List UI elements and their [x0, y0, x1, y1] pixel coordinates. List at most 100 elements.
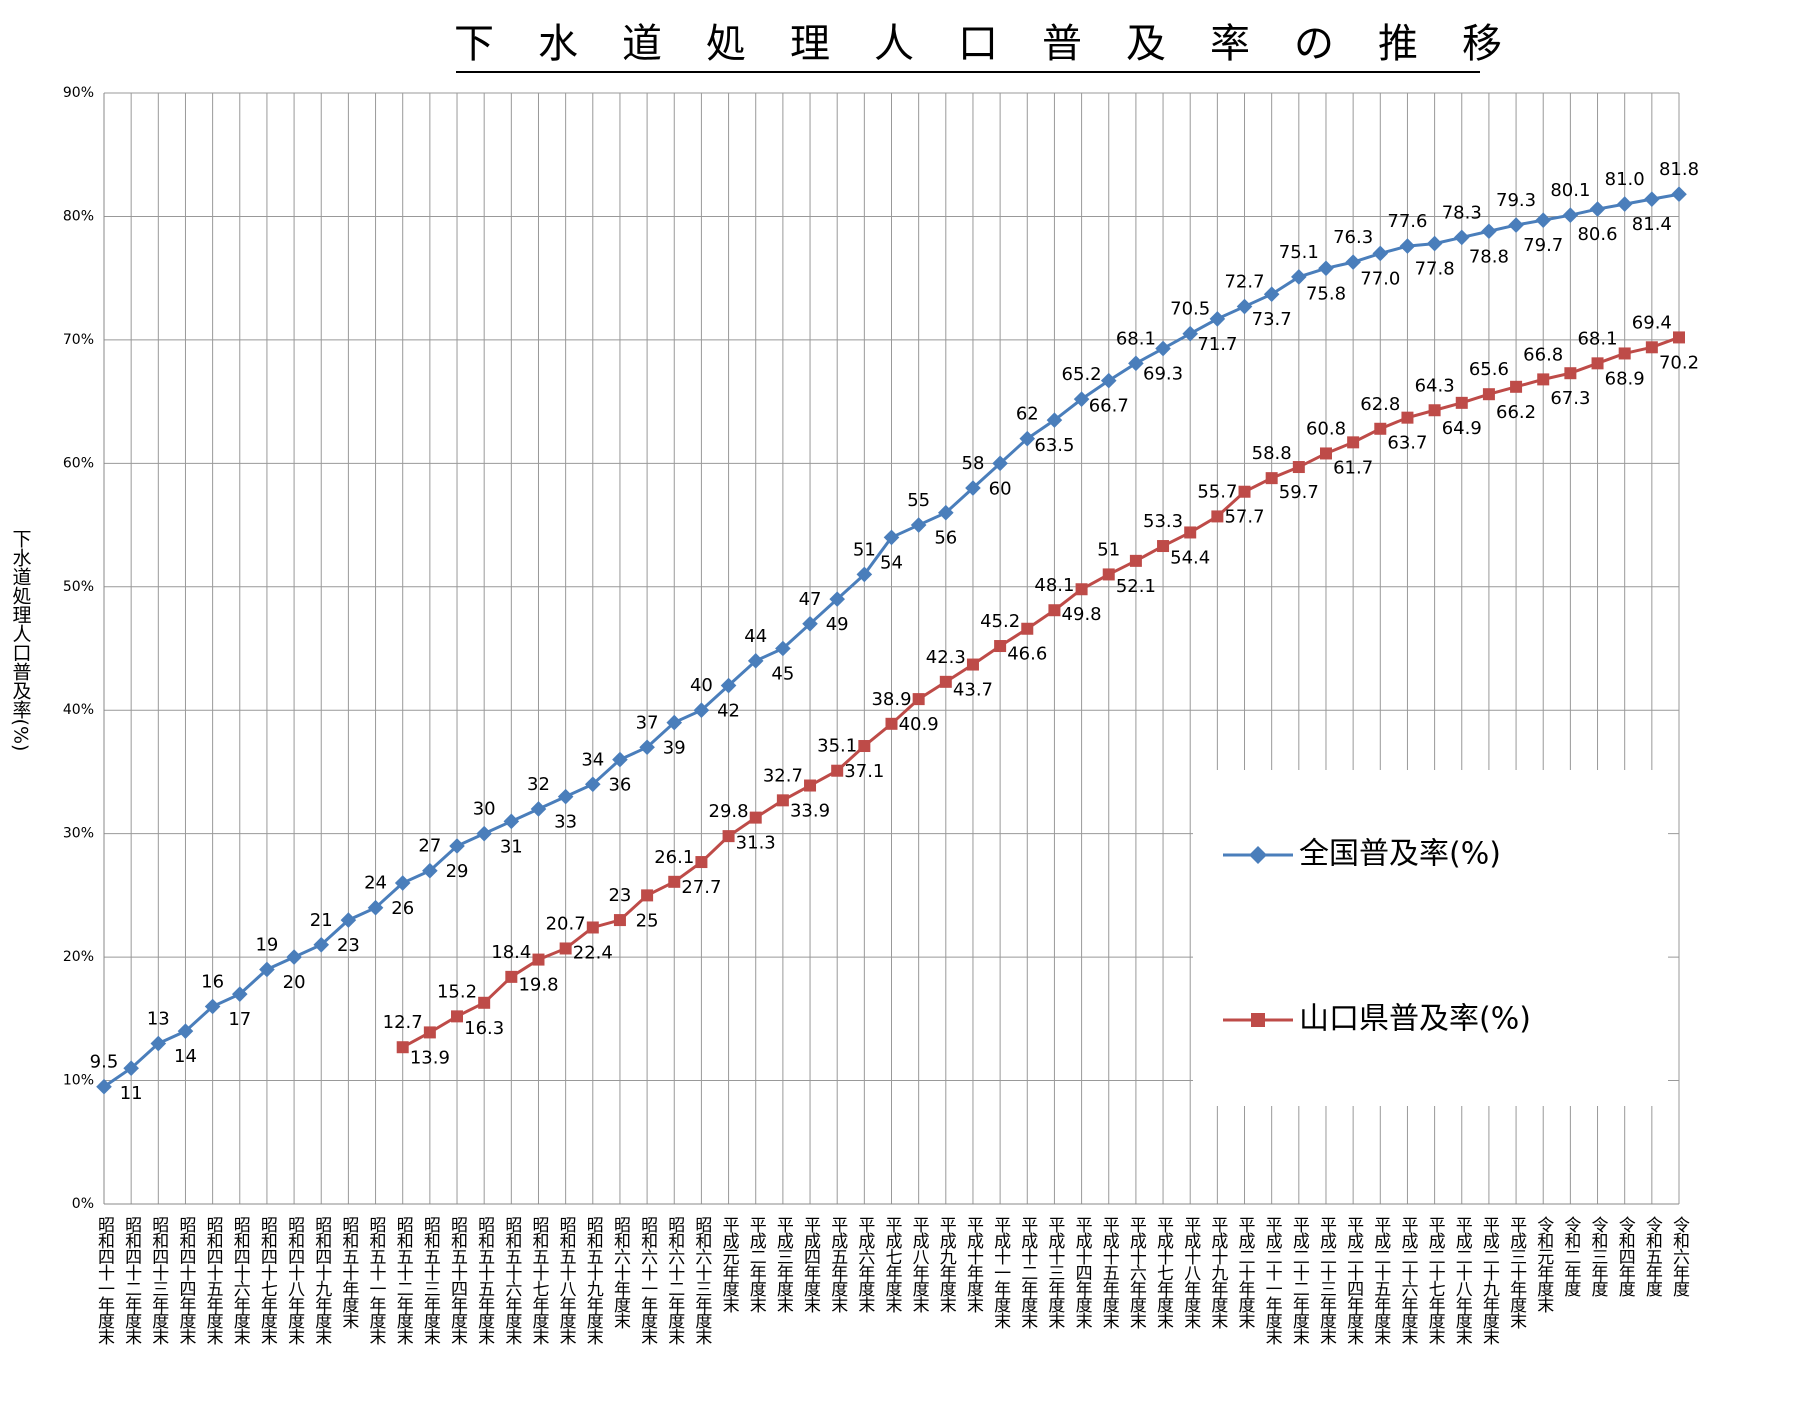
x-tick-label: 平成二十三年度末 — [1316, 1216, 1337, 1345]
x-tick-label: 平成五年度末 — [827, 1216, 848, 1313]
data-label: 57.7 — [1224, 507, 1264, 528]
marker — [177, 1023, 194, 1039]
data-label: 37 — [636, 712, 659, 733]
marker — [449, 838, 465, 854]
y-tick-label: 70% — [63, 332, 94, 348]
marker — [1644, 191, 1660, 207]
legend-marker — [1249, 846, 1267, 864]
marker — [1319, 447, 1332, 460]
x-tick-label: 令和二年度 — [1560, 1216, 1581, 1297]
x-tick-label: 昭和四十一年度末 — [94, 1216, 115, 1345]
marker — [613, 914, 626, 927]
marker — [1537, 373, 1550, 386]
x-tick-label: 昭和四十九年度末 — [311, 1216, 332, 1345]
data-label: 9.5 — [90, 1052, 119, 1073]
data-label: 19 — [255, 934, 278, 955]
data-label: 46.6 — [1007, 644, 1047, 665]
data-label: 26 — [391, 898, 414, 919]
marker — [423, 1026, 436, 1039]
legend-box — [1193, 770, 1668, 1106]
marker — [883, 529, 900, 546]
data-label: 53.3 — [1143, 511, 1183, 532]
marker — [1291, 269, 1307, 285]
marker — [856, 566, 873, 583]
x-tick-label: 平成二年度末 — [746, 1216, 767, 1313]
data-label: 81.4 — [1632, 214, 1672, 235]
x-tick-label: 平成十九年度末 — [1207, 1216, 1228, 1329]
x-tick-label: 平成二十五年度末 — [1370, 1216, 1391, 1345]
data-label: 26.1 — [654, 847, 694, 868]
marker — [1564, 367, 1577, 380]
x-tick-label: 昭和五十九年度末 — [583, 1216, 604, 1345]
marker — [1102, 568, 1115, 581]
marker — [1263, 286, 1280, 303]
x-tick-label: 平成三年度末 — [773, 1216, 794, 1313]
data-label: 58.8 — [1252, 443, 1292, 464]
x-tick-label: 昭和五十八年度末 — [556, 1216, 577, 1345]
marker — [1182, 325, 1199, 342]
data-label: 31 — [500, 836, 523, 857]
x-tick-label: 平成十四年度末 — [1072, 1216, 1093, 1329]
marker — [1508, 217, 1524, 233]
data-label: 44 — [744, 626, 767, 647]
marker — [1618, 347, 1631, 360]
marker — [1155, 340, 1171, 357]
data-label: 61.7 — [1333, 457, 1373, 478]
marker — [478, 996, 491, 1009]
y-tick-label: 80% — [63, 208, 94, 224]
marker — [641, 889, 654, 902]
x-tick-label: 平成十年度末 — [963, 1216, 984, 1313]
marker — [802, 616, 818, 632]
data-label: 27.7 — [681, 877, 721, 898]
marker — [559, 942, 572, 955]
marker — [776, 794, 789, 807]
marker — [150, 1035, 167, 1052]
marker — [1046, 412, 1063, 428]
marker — [1345, 254, 1361, 270]
data-label: 43.7 — [953, 680, 993, 701]
marker — [1100, 372, 1117, 389]
data-label: 54 — [880, 552, 903, 573]
data-label: 32.7 — [763, 765, 803, 786]
data-label: 20 — [283, 972, 306, 993]
data-label: 11 — [120, 1083, 143, 1104]
data-label: 55 — [907, 490, 930, 511]
marker — [1589, 201, 1606, 217]
marker — [259, 961, 275, 978]
marker — [1455, 396, 1468, 409]
data-label: 55.7 — [1197, 481, 1237, 502]
marker — [367, 899, 384, 916]
data-label: 29.8 — [709, 801, 749, 822]
x-tick-label: 昭和四十三年度末 — [148, 1216, 169, 1345]
x-tick-label: 昭和五十七年度末 — [528, 1216, 549, 1345]
data-label: 42.3 — [926, 647, 966, 668]
marker — [749, 811, 762, 824]
data-label: 80.1 — [1550, 180, 1590, 201]
x-tick-label: 令和六年度 — [1669, 1216, 1690, 1297]
marker — [1374, 422, 1387, 435]
x-tick-label: 平成元年度末 — [719, 1216, 740, 1313]
data-label: 33.9 — [790, 801, 830, 822]
x-tick-label: 昭和五十六年度末 — [501, 1216, 522, 1345]
marker — [1372, 245, 1389, 262]
marker — [1428, 404, 1441, 417]
x-tick-label: 平成二十二年度末 — [1289, 1216, 1310, 1345]
marker — [286, 949, 302, 965]
marker — [396, 1041, 409, 1054]
y-tick-label: 50% — [63, 579, 94, 595]
marker — [96, 1078, 112, 1095]
legend-label: 全国普及率(%) — [1299, 837, 1501, 872]
data-label: 71.7 — [1197, 334, 1237, 355]
marker — [557, 788, 574, 805]
marker — [1209, 311, 1226, 327]
data-label: 70.5 — [1170, 299, 1210, 320]
data-label: 60.8 — [1306, 418, 1346, 439]
marker — [505, 970, 518, 983]
marker — [532, 953, 545, 966]
marker — [1426, 235, 1443, 252]
data-label: 73.7 — [1252, 309, 1292, 330]
marker — [1671, 186, 1687, 203]
data-label: 27 — [418, 836, 441, 857]
data-label: 79.3 — [1496, 190, 1536, 211]
marker — [123, 1060, 139, 1077]
